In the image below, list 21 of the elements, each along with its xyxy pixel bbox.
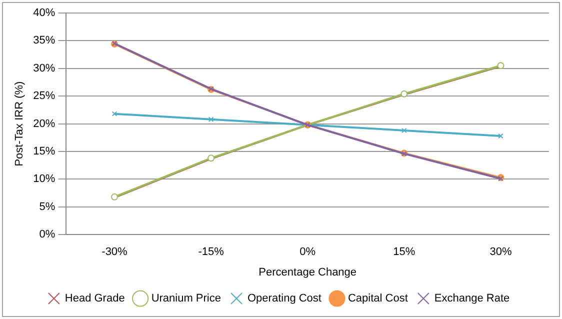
x-tick-label: 0%	[300, 246, 316, 258]
y-tick-label: 30%	[33, 62, 56, 74]
x-tick-label: 15%	[393, 246, 416, 258]
legend-label: Operating Cost	[248, 292, 322, 305]
y-tick-label: 0%	[39, 228, 56, 241]
x-tick-label: 30%	[490, 246, 512, 258]
y-tick-label: 10%	[33, 173, 56, 186]
y-tick-label: 15%	[33, 146, 56, 158]
y-tick-label: 25%	[33, 90, 56, 102]
y-axis-title: Post-Tax IRR (%)	[14, 81, 26, 166]
legend-label: Head Grade	[64, 292, 125, 305]
y-tick-label: 40%	[33, 7, 56, 20]
legend-label: Exchange Rate	[434, 292, 510, 305]
x-tick-label: -30%	[102, 246, 128, 258]
y-tick-label: 35%	[33, 34, 56, 47]
x-tick-label: -15%	[198, 246, 224, 258]
y-tick-label: 5%	[39, 200, 56, 213]
x-axis-title: Percentage Change	[258, 266, 357, 278]
legend-label: Capital Cost	[348, 292, 408, 305]
legend-label: Uranium Price	[151, 292, 221, 305]
y-tick-label: 20%	[33, 118, 56, 130]
